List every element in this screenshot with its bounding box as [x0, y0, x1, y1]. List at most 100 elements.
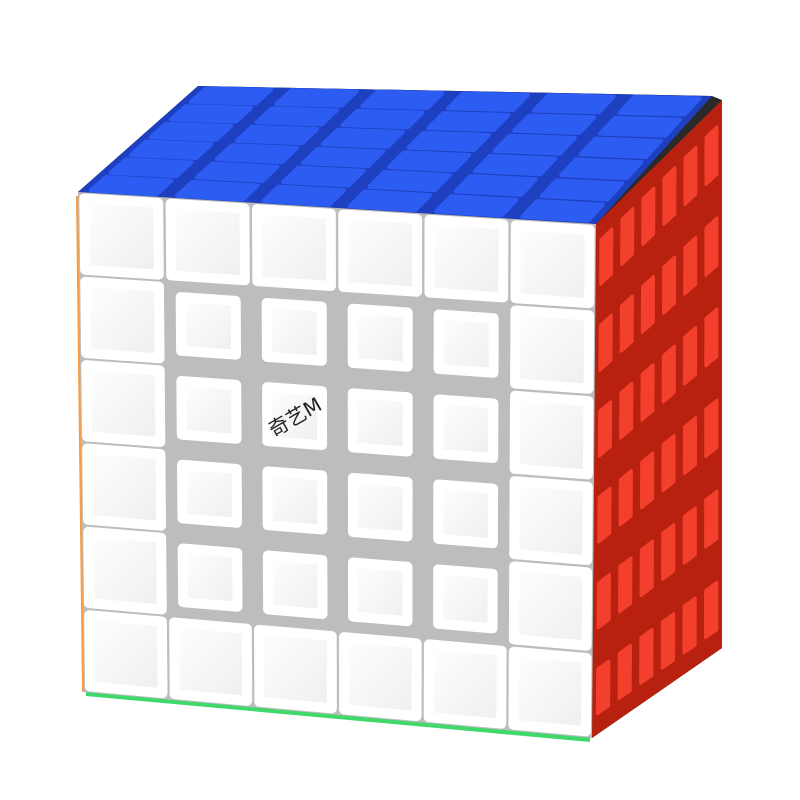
top-sticker	[261, 184, 346, 208]
top-sticker	[175, 179, 260, 202]
top-sticker	[406, 130, 491, 153]
right-sticker	[661, 523, 676, 581]
top-sticker	[347, 189, 433, 213]
right-sticker	[683, 235, 698, 296]
top-sticker	[617, 95, 702, 117]
top-sticker	[445, 91, 531, 113]
top-sticker	[234, 124, 320, 146]
top-sticker	[520, 199, 605, 223]
right-sticker	[704, 398, 719, 458]
right-sticker	[641, 186, 656, 246]
front-sticker	[510, 220, 595, 309]
top-sticker	[426, 111, 511, 133]
right-sticker	[639, 539, 654, 598]
front-sticker	[251, 204, 336, 292]
right-sticker	[618, 469, 633, 527]
front-sticker	[81, 360, 166, 448]
top-sticker	[473, 153, 558, 177]
front-sticker	[510, 305, 595, 394]
front-sticker	[262, 382, 328, 451]
front-sticker	[169, 617, 253, 706]
front-sticker	[433, 479, 499, 549]
top-sticker	[188, 86, 273, 106]
front-sticker	[508, 561, 593, 651]
right-sticker	[662, 166, 677, 226]
front-sticker	[83, 526, 167, 615]
right-sticker	[640, 363, 655, 422]
front-sticker	[82, 443, 167, 531]
front-sticker	[433, 309, 499, 378]
front-sticker	[176, 375, 242, 444]
right-sticker	[639, 451, 655, 510]
right-sticker	[704, 307, 719, 368]
top-sticker	[360, 89, 445, 110]
right-sticker	[619, 294, 634, 353]
right-sticker	[661, 433, 676, 493]
front-sticker	[509, 390, 594, 480]
front-sticker	[338, 209, 423, 297]
top-sticker	[453, 174, 538, 197]
front-sticker	[423, 639, 507, 729]
right-sticker	[598, 313, 613, 372]
right-sticker	[683, 326, 698, 386]
top-sticker	[367, 169, 452, 193]
right-sticker	[639, 628, 654, 685]
front-sticker	[508, 646, 592, 737]
right-sticker	[599, 227, 614, 286]
top-sticker	[108, 157, 194, 179]
top-sticker	[281, 165, 366, 188]
top-sticker	[168, 104, 254, 124]
right-sticker	[640, 274, 656, 334]
front-sticker	[433, 564, 498, 634]
front-sticker	[509, 476, 593, 566]
front-sticker	[261, 297, 327, 366]
right-sticker	[618, 556, 633, 614]
front-sticker	[177, 459, 243, 528]
top-sticker	[320, 127, 405, 149]
top-sticker	[492, 133, 577, 156]
top-sticker	[387, 150, 472, 173]
front-sticker	[424, 214, 509, 303]
top-sticker	[148, 121, 234, 142]
right-face	[592, 100, 722, 738]
right-sticker	[682, 596, 697, 655]
front-sticker	[80, 276, 165, 364]
right-sticker	[620, 207, 635, 266]
front-sticker	[165, 198, 250, 286]
right-sticker	[660, 612, 676, 670]
right-sticker	[704, 580, 719, 640]
front-sticker	[433, 394, 499, 463]
front-sticker	[262, 466, 328, 535]
right-sticker	[661, 344, 676, 404]
top-sticker	[598, 115, 683, 138]
front-sticker	[347, 472, 413, 542]
top-sticker	[531, 93, 616, 115]
front-sticker	[79, 193, 164, 280]
front-sticker	[254, 624, 337, 714]
right-sticker	[704, 125, 719, 187]
front-face	[78, 192, 596, 738]
front-sticker	[84, 610, 168, 699]
right-sticker	[597, 486, 612, 544]
right-sticker	[683, 145, 698, 207]
front-sticker	[347, 388, 413, 457]
top-sticker	[559, 157, 644, 181]
front-sticker	[262, 550, 328, 619]
top-sticker	[128, 139, 214, 161]
right-sticker	[595, 659, 611, 716]
top-sticker	[512, 113, 597, 135]
right-sticker	[619, 381, 634, 440]
front-sticker	[177, 543, 243, 612]
front-sticker	[348, 557, 413, 627]
right-sticker	[704, 216, 719, 277]
front-sticker	[338, 632, 422, 722]
right-sticker	[704, 489, 719, 549]
front-sticker	[347, 303, 413, 372]
right-sticker	[662, 255, 677, 315]
top-sticker	[340, 108, 425, 130]
top-sticker	[300, 146, 386, 169]
top-face	[78, 86, 712, 224]
right-sticker	[597, 400, 613, 458]
top-sticker	[254, 106, 339, 127]
